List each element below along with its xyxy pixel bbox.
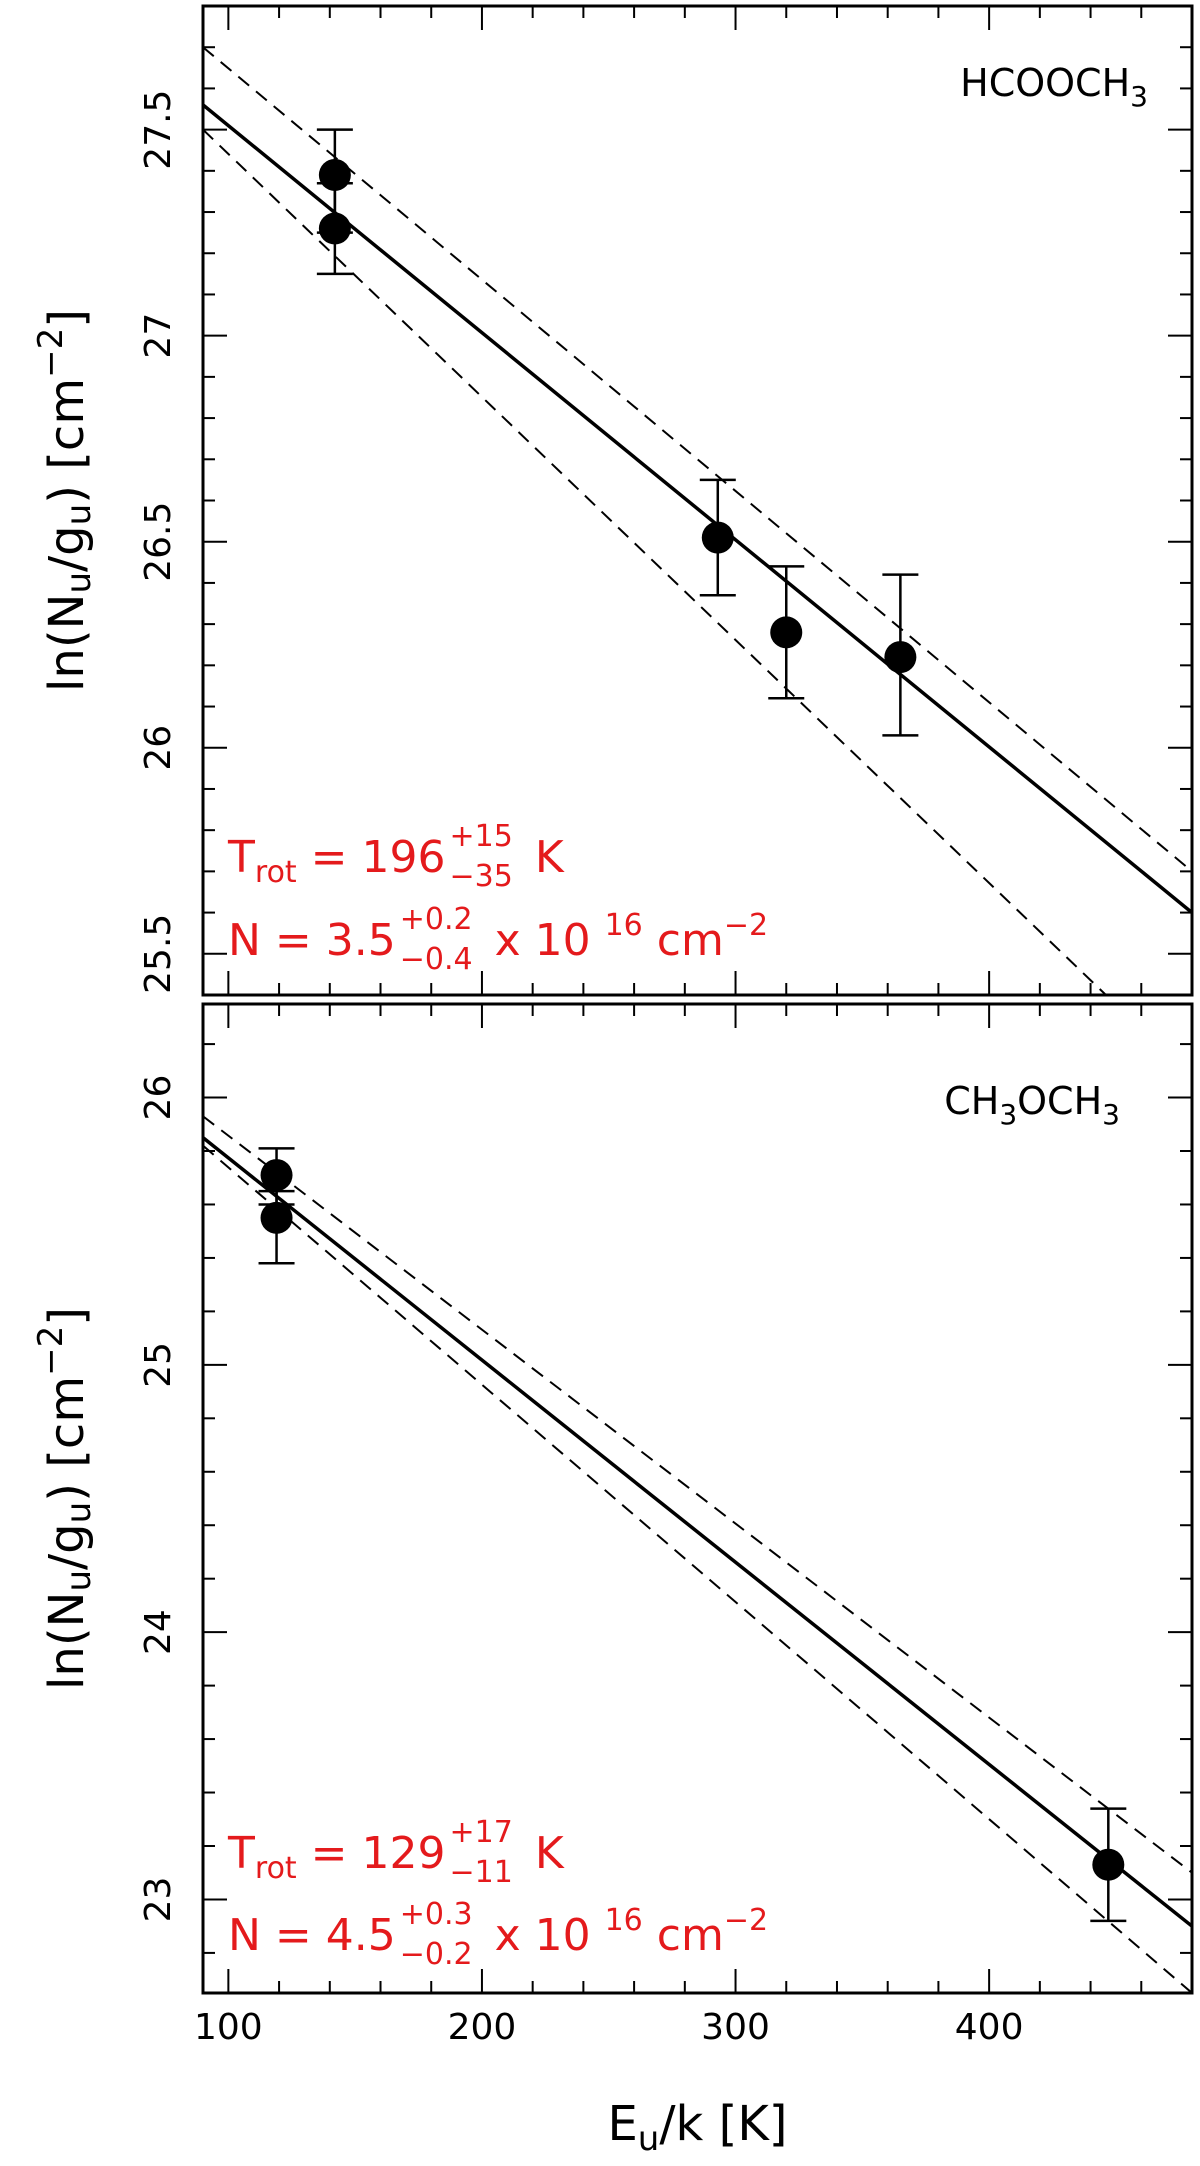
plot-frame (201, 1002, 1194, 1995)
trot-minus: −11 (450, 1855, 513, 1890)
panel-2: 23 24 25 26 ln(Nu/gu) [cm−2] 100 200 300 400 Eu/k… (31, 1002, 1194, 2159)
y-tick-label: 26 (138, 1075, 179, 1121)
n-minus: −0.2 (400, 1937, 473, 1972)
trot-annotation: Trot = 196 (227, 832, 446, 890)
y-tick-label: 25 (138, 1342, 179, 1388)
trot-plus: +15 (450, 819, 513, 854)
y-tick-label: 26.5 (138, 502, 179, 582)
species-label: HCOOCH3 (960, 61, 1148, 113)
panel-1: 25.5 26 26.5 27 27.5 ln(Nu/gu) [cm−2] HCOOCH3 T… (31, 4, 1194, 997)
x-axis-label: Eu/k [K] (607, 2096, 787, 2159)
error-bound-line (203, 1115, 1192, 1874)
n-annotation: N = 3.5 (228, 915, 396, 966)
data-point (884, 641, 917, 674)
trot-unit: K (535, 832, 565, 883)
y-tick-label: 27.5 (138, 90, 179, 170)
data-point (260, 1201, 293, 1234)
y-axis-label: ln(Nu/gu) [cm−2] (31, 1307, 99, 1690)
data-point (770, 616, 803, 649)
error-bound-line (203, 1144, 1192, 1993)
data-point (318, 158, 351, 191)
trot-unit: K (535, 1828, 565, 1879)
error-bound-line (203, 46, 1192, 873)
n-minus: −0.4 (400, 942, 473, 977)
n-plus: +0.3 (400, 1897, 473, 1932)
x-tick-label: 400 (955, 2007, 1024, 2048)
y-axis-label: ln(Nu/gu) [cm−2] (31, 309, 99, 692)
x-tick-label: 300 (701, 2007, 770, 2048)
y-tick-label: 24 (138, 1609, 179, 1655)
y-tick-label: 23 (138, 1877, 179, 1923)
y-tick-label: 25.5 (138, 914, 179, 994)
x-tick-label: 200 (448, 2007, 517, 2048)
species-label: CH3OCH3 (944, 1079, 1120, 1131)
y-tick-label: 26 (138, 725, 179, 771)
n-scale: x 10 16 cm−2 (495, 1903, 768, 1961)
data-point (701, 521, 734, 554)
trot-annotation: Trot = 129 (227, 1828, 446, 1886)
n-scale: x 10 16 cm−2 (495, 908, 768, 966)
data-point (318, 212, 351, 245)
data-point (1092, 1848, 1125, 1881)
trot-minus: −35 (450, 859, 513, 894)
data-point (260, 1159, 293, 1192)
fit-line (203, 103, 1192, 914)
x-tick-label: 100 (194, 2007, 263, 2048)
trot-plus: +17 (450, 1815, 513, 1850)
y-tick-label: 27 (138, 313, 179, 359)
n-annotation: N = 4.5 (228, 1910, 396, 1961)
n-plus: +0.2 (400, 902, 473, 937)
fit-line (203, 1136, 1192, 1928)
